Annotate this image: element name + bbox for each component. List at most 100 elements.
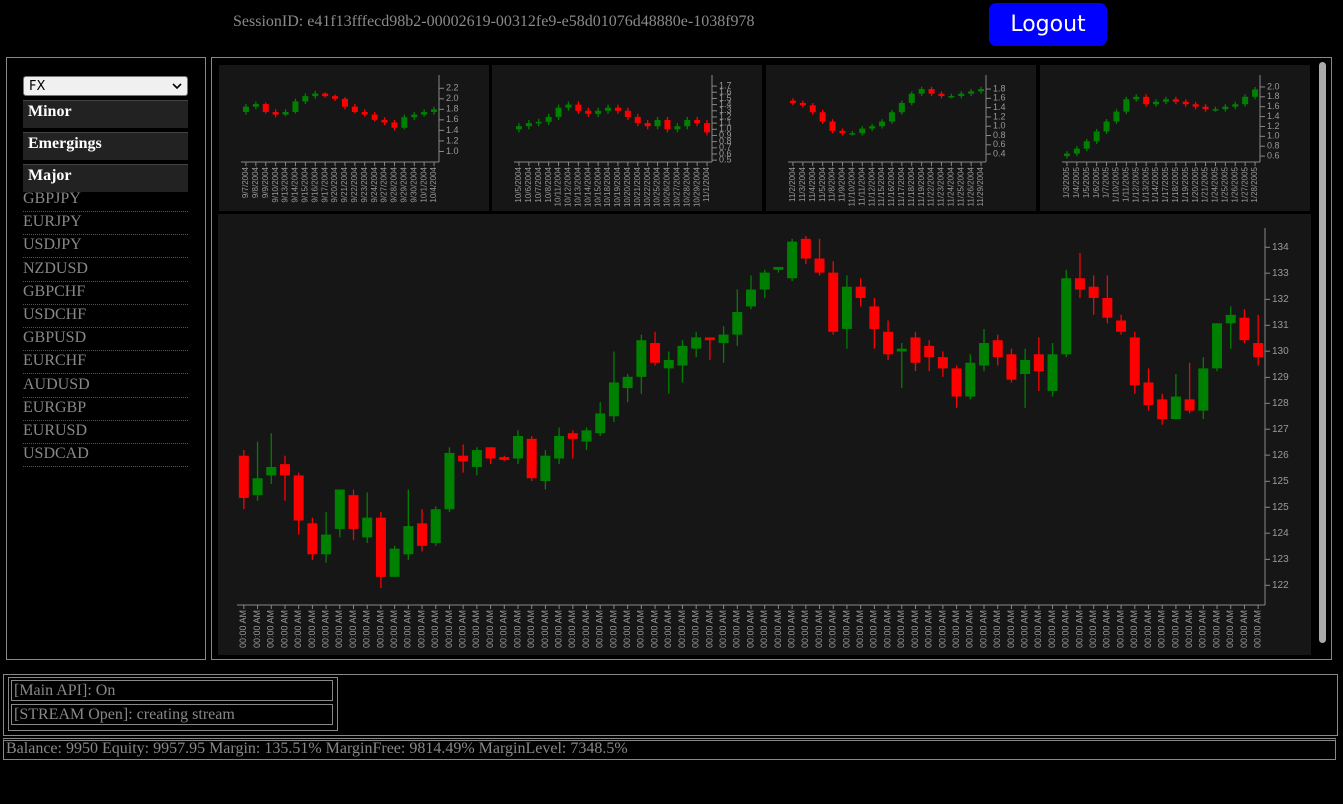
- status-table: [Main API]: On [STREAM Open]: creating s…: [8, 677, 338, 731]
- candle-body: [938, 93, 945, 97]
- y-tick-label: 1.6: [446, 114, 459, 124]
- x-tick-label: 10/28/2004: [682, 166, 691, 207]
- candlestick-chart: 1.01.21.41.61.82.02.2 9/7/2004 9/8/2004 9/9…: [219, 65, 489, 211]
- x-tick-label: 9/23/2004: [360, 166, 369, 202]
- candle-body: [1222, 106, 1229, 110]
- candle-body: [1212, 323, 1223, 369]
- x-tick-label: 00:00 AM: [1033, 610, 1043, 648]
- candle-body: [1162, 99, 1169, 102]
- x-tick-label: 10/5/2004: [514, 166, 523, 202]
- x-tick-label: 00:00 AM: [526, 610, 536, 648]
- candle-body: [252, 104, 259, 107]
- x-tick-label: 00:00 AM: [293, 610, 303, 648]
- y-tick-label: 131: [1272, 320, 1289, 331]
- y-tick-label: 0.8: [719, 136, 732, 146]
- x-tick-label: 00:00 AM: [1225, 610, 1235, 648]
- y-tick-label: 0.7: [719, 142, 732, 152]
- candlestick-chart: 0.50.60.70.80.91.01.11.21.31.41.51.61.7 1…: [492, 65, 762, 211]
- y-tick-label: 1.2: [719, 111, 732, 121]
- y-tick-label: 1.2: [993, 111, 1006, 121]
- x-tick-label: 00:00 AM: [581, 610, 591, 648]
- x-tick-label: 1/25/2005: [1220, 166, 1229, 202]
- candle-body: [789, 100, 796, 103]
- candle-body: [732, 312, 743, 335]
- x-tick-label: 10/19/2004: [613, 166, 622, 207]
- group-heading[interactable]: Emergings: [23, 132, 188, 160]
- x-tick-label: 1/6/2005: [1092, 166, 1101, 198]
- candle-body: [1093, 131, 1100, 142]
- candle-body: [663, 359, 674, 369]
- x-tick-label: 00:00 AM: [1184, 610, 1194, 648]
- candle-body: [684, 120, 691, 127]
- candle-body: [1113, 111, 1120, 122]
- symbol-item[interactable]: GBPUSD: [23, 328, 188, 352]
- x-tick-label: 00:00 AM: [403, 610, 413, 648]
- symbol-item[interactable]: USDCAD: [23, 444, 188, 468]
- group-heading[interactable]: Major: [23, 164, 188, 192]
- market-select[interactable]: FX: [23, 76, 188, 96]
- x-tick-label: 00:00 AM: [499, 610, 509, 648]
- candlestick-chart: 0.60.81.01.21.41.61.82.0 1/3/2005 1/4/2005…: [1040, 65, 1310, 211]
- x-tick-label: 10/14/2004: [583, 166, 592, 207]
- x-tick-label: 00:00 AM: [704, 610, 714, 648]
- candle-body: [992, 340, 1003, 358]
- y-tick-label: 1.6: [993, 93, 1006, 103]
- candle-body: [1198, 368, 1209, 411]
- symbol-item[interactable]: EURJPY: [23, 212, 188, 236]
- x-tick-label: 00:00 AM: [1129, 610, 1139, 648]
- y-tick-label: 2.0: [1267, 81, 1280, 91]
- account-summary: Balance: 9950 Equity: 9957.95 Margin: 13…: [3, 738, 1336, 760]
- candle-body: [554, 435, 565, 459]
- candle-body: [334, 489, 345, 529]
- x-tick-label: 11/10/2004: [847, 166, 856, 206]
- candle-body: [800, 238, 811, 259]
- symbol-item[interactable]: USDJPY: [23, 235, 188, 259]
- symbol-item[interactable]: NZDUSD: [23, 259, 188, 282]
- x-tick-label: 00:00 AM: [608, 610, 618, 648]
- symbol-item[interactable]: GBPJPY: [23, 189, 188, 212]
- group-heading[interactable]: Minor: [23, 100, 188, 128]
- symbol-item[interactable]: GBPCHF: [23, 282, 188, 305]
- symbol-item[interactable]: EURGBP: [23, 398, 188, 421]
- y-tick-label: 1.0: [719, 124, 732, 134]
- candle-body: [526, 438, 537, 479]
- candle-body: [677, 345, 688, 366]
- candle-body: [1239, 317, 1250, 341]
- candle-body: [525, 123, 532, 127]
- candle-body: [540, 455, 551, 482]
- x-tick-label: 00:00 AM: [416, 610, 426, 648]
- candle-body: [918, 89, 925, 94]
- x-tick-label: 00:00 AM: [444, 610, 454, 648]
- scrollbar[interactable]: [1319, 62, 1326, 643]
- candle-body: [262, 104, 269, 112]
- candle-body: [1073, 148, 1080, 154]
- y-tick-label: 0.6: [1267, 150, 1280, 160]
- candle-body: [535, 121, 542, 124]
- x-tick-label: 11/2/2004: [788, 166, 797, 202]
- symbol-item[interactable]: EURCHF: [23, 351, 188, 375]
- candle-body: [381, 119, 388, 123]
- symbol-item[interactable]: AUDUSD: [23, 375, 188, 398]
- x-tick-label: 00:00 AM: [362, 610, 372, 648]
- select-arrow: [172, 83, 182, 90]
- candle-body: [859, 128, 866, 134]
- candle-body: [431, 109, 438, 112]
- x-tick-label: 11/24/2004: [946, 166, 955, 206]
- candle-body: [624, 110, 631, 117]
- candle-body: [664, 120, 671, 130]
- x-tick-label: 00:00 AM: [471, 610, 481, 648]
- x-tick-label: 9/29/2004: [399, 166, 408, 202]
- x-tick-label: 00:00 AM: [965, 610, 975, 648]
- y-tick-label: 1.4: [446, 125, 459, 135]
- x-tick-label: 9/17/2004: [320, 166, 329, 202]
- symbol-item[interactable]: EURUSD: [23, 421, 188, 444]
- logout-button[interactable]: Logout: [989, 3, 1107, 46]
- candle-body: [924, 345, 935, 358]
- x-tick-label: 00:00 AM: [718, 610, 728, 648]
- symbol-item[interactable]: USDCHF: [23, 305, 188, 328]
- x-tick-label: 00:00 AM: [595, 610, 605, 648]
- x-tick-label: 00:00 AM: [951, 610, 961, 648]
- x-tick-label: 11/18/2004: [907, 166, 916, 206]
- x-tick-label: 00:00 AM: [1239, 610, 1249, 648]
